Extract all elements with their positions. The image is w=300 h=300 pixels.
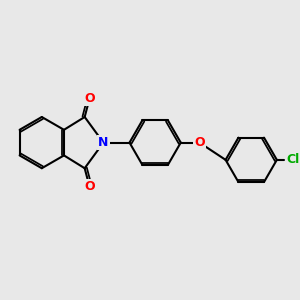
Text: O: O [84, 181, 95, 194]
Text: N: N [98, 136, 109, 149]
Text: O: O [84, 92, 95, 105]
Text: O: O [194, 136, 205, 149]
Text: Cl: Cl [286, 153, 300, 167]
